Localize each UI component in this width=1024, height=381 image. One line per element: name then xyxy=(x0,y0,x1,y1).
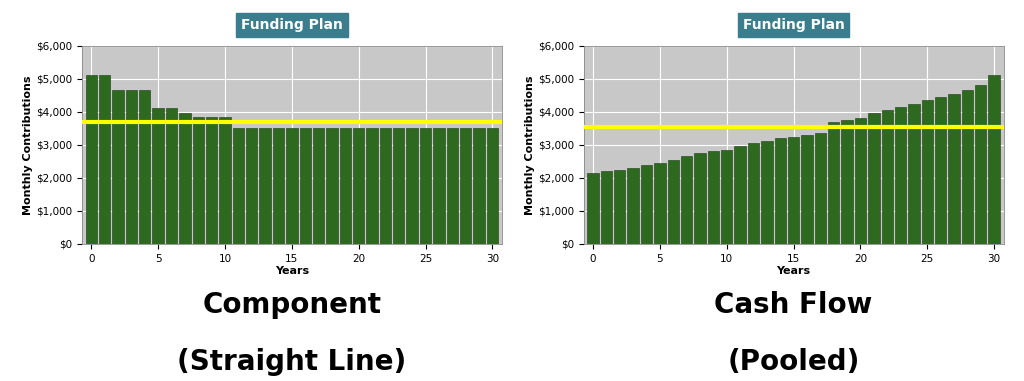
Bar xyxy=(259,128,270,244)
Bar xyxy=(353,128,365,244)
Bar xyxy=(486,128,498,244)
Bar xyxy=(842,120,853,244)
Bar xyxy=(815,133,826,244)
Bar xyxy=(473,128,484,244)
Bar xyxy=(246,128,257,244)
Bar xyxy=(681,156,692,244)
Bar xyxy=(787,136,800,244)
Bar xyxy=(433,128,444,244)
Bar xyxy=(908,104,920,244)
Bar xyxy=(641,165,652,244)
Text: Funding Plan: Funding Plan xyxy=(742,18,845,32)
Bar xyxy=(895,107,906,244)
Bar xyxy=(948,94,959,244)
X-axis label: Years: Years xyxy=(776,266,811,276)
Bar xyxy=(300,128,311,244)
Text: (Straight Line): (Straight Line) xyxy=(177,348,407,376)
Bar xyxy=(460,128,471,244)
Bar xyxy=(446,128,458,244)
Bar xyxy=(734,146,745,244)
Text: (Pooled): (Pooled) xyxy=(727,348,860,376)
Bar xyxy=(313,128,325,244)
Bar xyxy=(855,118,866,244)
Y-axis label: Monthly Contributions: Monthly Contributions xyxy=(525,75,536,215)
Bar xyxy=(380,128,391,244)
Bar xyxy=(420,128,431,244)
Bar xyxy=(761,141,772,244)
Bar xyxy=(139,90,151,244)
Bar xyxy=(668,160,679,244)
Bar xyxy=(272,128,284,244)
Text: Cash Flow: Cash Flow xyxy=(715,291,872,319)
Bar xyxy=(179,114,190,244)
Bar xyxy=(828,122,840,244)
Bar xyxy=(988,75,999,244)
Bar xyxy=(601,171,612,244)
Bar xyxy=(340,128,351,244)
Bar xyxy=(153,109,164,244)
Bar xyxy=(393,128,404,244)
Text: Funding Plan: Funding Plan xyxy=(241,18,343,32)
Bar xyxy=(654,163,666,244)
Bar xyxy=(614,170,626,244)
Bar xyxy=(774,138,785,244)
Bar xyxy=(327,128,338,244)
Bar xyxy=(694,153,706,244)
Bar xyxy=(407,128,418,244)
Bar xyxy=(206,117,217,244)
Bar xyxy=(126,90,137,244)
Bar xyxy=(232,128,244,244)
Bar xyxy=(99,75,111,244)
Bar xyxy=(922,100,933,244)
Bar xyxy=(219,117,230,244)
Y-axis label: Monthly Contributions: Monthly Contributions xyxy=(24,75,34,215)
Bar xyxy=(708,151,719,244)
Bar xyxy=(86,75,97,244)
Bar xyxy=(868,114,880,244)
Bar xyxy=(193,117,204,244)
Bar xyxy=(721,150,732,244)
Bar xyxy=(962,90,973,244)
X-axis label: Years: Years xyxy=(274,266,309,276)
Bar xyxy=(975,85,986,244)
Bar xyxy=(166,109,177,244)
Bar xyxy=(286,128,298,244)
Bar xyxy=(802,135,813,244)
Bar xyxy=(935,97,946,244)
Text: Component: Component xyxy=(203,291,381,319)
Bar xyxy=(588,173,599,244)
Bar xyxy=(113,90,124,244)
Bar xyxy=(628,168,639,244)
Bar xyxy=(748,143,759,244)
Bar xyxy=(367,128,378,244)
Bar xyxy=(882,110,893,244)
